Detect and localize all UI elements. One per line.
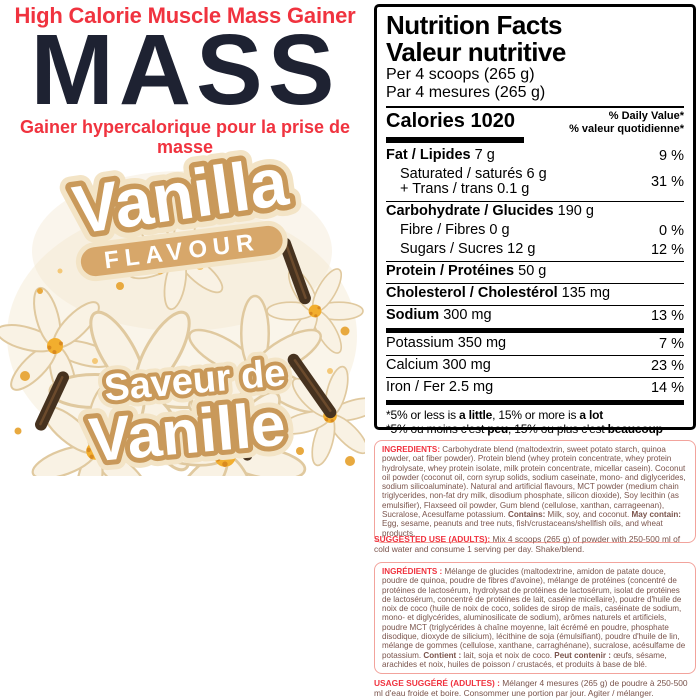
svg-text:Vanille: Vanille: [86, 390, 288, 476]
nutrient-row: Carbohydrate / Glucides 190 g: [386, 203, 594, 220]
nutrient-row: Saturated / saturés 6 g + Trans / trans 0…: [400, 165, 684, 198]
nutrition-title-fr: Valeur nutritive: [386, 36, 566, 67]
nutrition-title-en: Nutrition Facts: [386, 10, 562, 40]
dv-footnote-en: *5% or less is a little, 15% or more is …: [386, 407, 604, 422]
daily-value-percent: 9 %: [659, 147, 684, 164]
daily-value-percent: 12 %: [650, 242, 684, 259]
nutrient-row: Sugars / Sucres 12 g 12 %: [400, 241, 684, 259]
divider: [386, 282, 684, 284]
divider: [386, 200, 684, 202]
usage-fr: USAGE SUGGÉRÉ (ADULTES) : Mélanger 4 mes…: [374, 678, 688, 699]
daily-value-percent: 0 %: [659, 223, 684, 240]
divider: [386, 260, 684, 262]
nutrient-row: Sodium 300 mg 13 %: [386, 307, 684, 325]
divider: [386, 105, 684, 108]
divider: [386, 376, 684, 378]
divider: [386, 304, 684, 306]
daily-value-header-fr: % valeur quotidienne*: [569, 122, 684, 135]
product-name: MASS: [30, 14, 340, 127]
serving-size-en: Per 4 scoops (265 g): [386, 65, 535, 83]
divider: [386, 399, 684, 405]
ingredients-fr-text: INGRÉDIENTS : Mélange de glucides (malto…: [382, 567, 686, 669]
nutrient-row: Protein / Protéines 50 g: [386, 263, 547, 280]
nutrition-facts-panel: Nutrition Facts Valeur nutritive Per 4 s…: [374, 4, 696, 436]
daily-value-header: % Daily Value* % valeur quotidienne*: [569, 110, 684, 136]
daily-value-percent: 13 %: [650, 308, 684, 325]
dv-footnote-fr: *5% ou moins c'est peu, 15% ou plus c'es…: [386, 422, 663, 437]
daily-value-percent: 14 %: [650, 380, 684, 397]
divider: [386, 354, 684, 356]
ingredients-en-text: INGREDIENTS: Carbohydrate blend (maltode…: [382, 445, 686, 538]
vanilla-flavour-art: Vanilla Vanilla Vanilla FLAVOUR Saveur d…: [0, 132, 365, 476]
vanilla-pods-art: [35, 237, 337, 461]
suggested-use-en: SUGGESTED USE (ADULTS): Mix 4 scoops (26…: [374, 534, 681, 555]
tagline-fr: Gainer hypercalorique pour la prise de m…: [19, 117, 351, 157]
ingredients-fr-box: INGRÉDIENTS : Mélange de glucides (malto…: [374, 562, 696, 675]
nutrient-row: Potassium 350 mg 7 %: [386, 335, 684, 353]
brand-panel: High Calorie Muscle Mass Gainer MASS Gai…: [4, 3, 366, 158]
nutrient-row: Iron / Fer 2.5 mg 14 %: [386, 379, 684, 397]
daily-value-percent: 23 %: [650, 358, 684, 375]
daily-value-header-en: % Daily Value*: [608, 109, 684, 122]
serving-size-fr: Par 4 mesures (265 g): [386, 84, 546, 102]
ingredients-en-box: INGREDIENTS: Carbohydrate blend (maltode…: [374, 440, 696, 543]
calories-value: Calories 1020: [386, 109, 515, 132]
divider: [386, 327, 684, 333]
tagline-en: High Calorie Muscle Mass Gainer: [14, 3, 356, 28]
nutrient-row: Calcium 300 mg 23 %: [386, 357, 684, 375]
dv-footnotes: *5% or less is a little, 15% or more is …: [386, 408, 684, 437]
calories-row: Calories 1020 % Daily Value* % valeur qu…: [386, 110, 684, 136]
daily-value-percent: 31 %: [650, 174, 684, 191]
daily-value-percent: 7 %: [659, 336, 684, 353]
nutrient-row: Cholesterol / Cholestérol 135 mg: [386, 285, 611, 302]
calories-underline: [386, 137, 524, 143]
